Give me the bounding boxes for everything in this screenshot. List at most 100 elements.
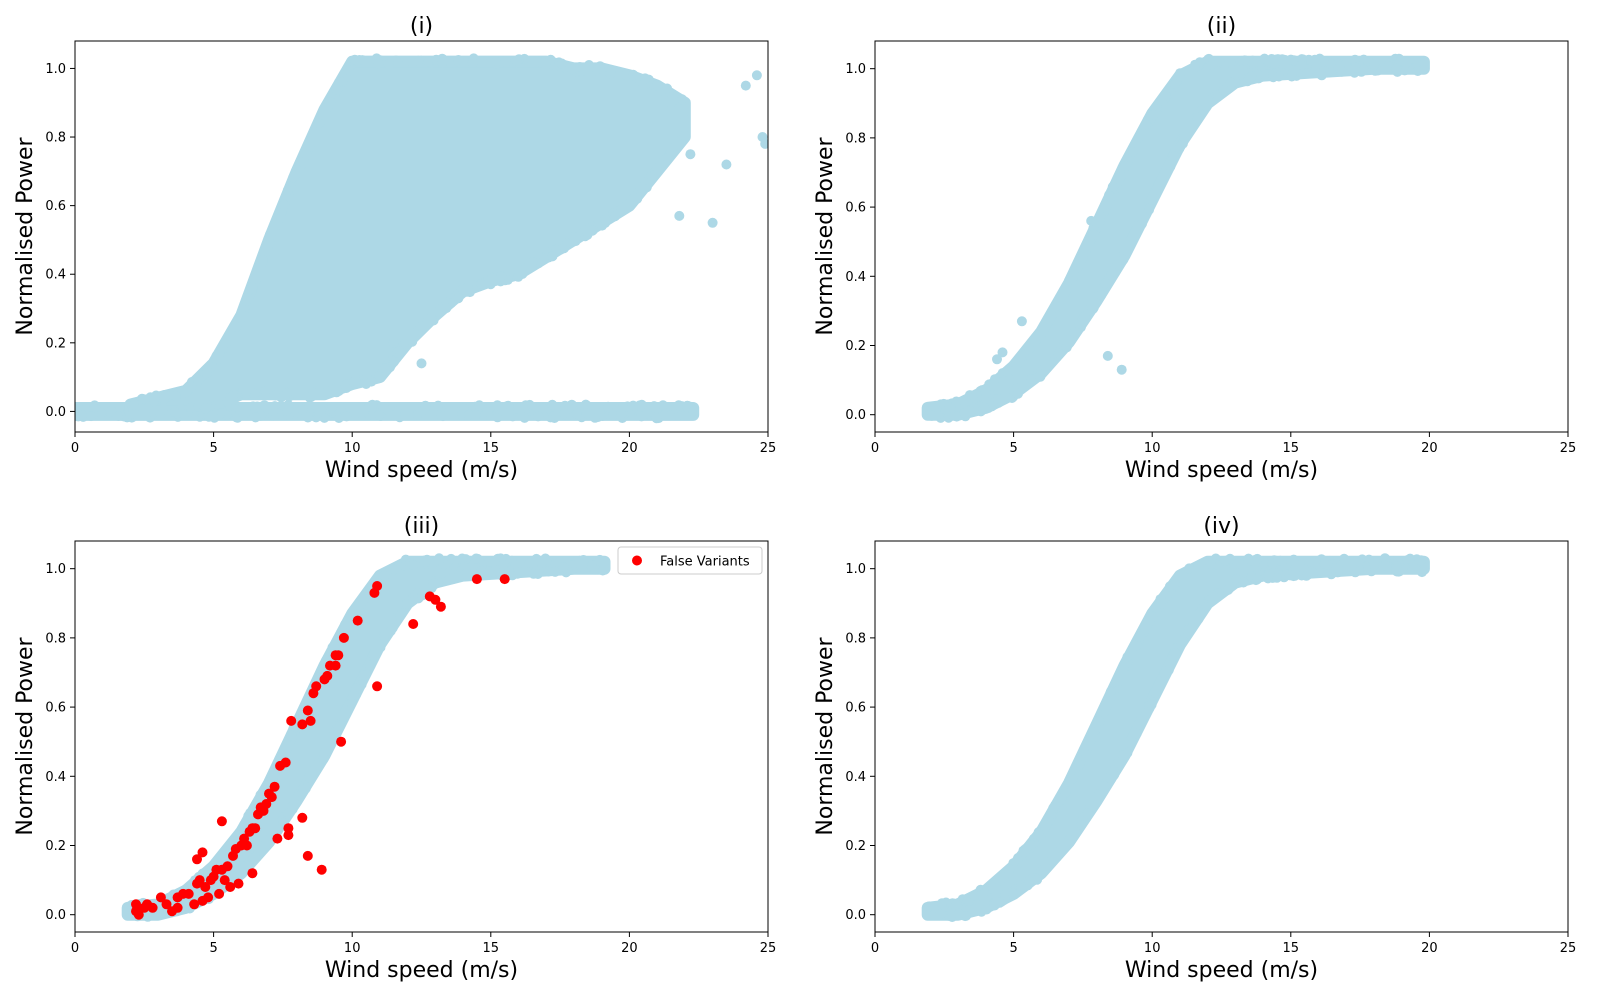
data-point — [149, 396, 159, 407]
data-point — [721, 159, 732, 170]
data-point — [225, 882, 236, 892]
data-point — [537, 403, 548, 414]
data-point — [476, 279, 487, 290]
data-point — [1104, 190, 1114, 201]
scatter-panel-ii: (ii) 0 5 10 15 20 25 0.0 0.2 0.4 0.6 0.8 1.0 Wind spe… — [813, 14, 1576, 483]
data-point — [1148, 109, 1159, 120]
data-point — [653, 165, 664, 176]
data-point — [268, 406, 279, 416]
data-point — [1032, 874, 1043, 885]
data-point — [245, 808, 255, 819]
x-tick-label: 0 — [871, 941, 879, 956]
data-point — [616, 409, 627, 420]
data-point — [350, 605, 361, 616]
x-tick-label: 25 — [760, 441, 777, 456]
data-point — [981, 388, 992, 399]
data-point — [1252, 574, 1263, 585]
data-point — [467, 57, 478, 68]
data-point — [272, 833, 283, 844]
data-point — [416, 358, 427, 369]
data-point — [1252, 553, 1263, 564]
data-point — [1339, 553, 1350, 564]
data-point — [253, 845, 264, 856]
data-point — [286, 715, 297, 726]
data-point — [305, 715, 316, 726]
data-point — [499, 574, 510, 585]
data-point — [283, 830, 294, 841]
data-point — [652, 80, 662, 91]
data-point — [192, 374, 203, 385]
data-point — [1288, 554, 1299, 565]
data-point — [324, 96, 335, 107]
data-point — [282, 387, 293, 398]
data-point — [1024, 344, 1035, 355]
data-point — [1418, 63, 1429, 74]
y-tick-label: 0.2 — [45, 336, 66, 351]
data-point — [417, 590, 427, 601]
x-tick-label: 15 — [483, 941, 500, 956]
data-point — [1190, 59, 1201, 70]
x-tick-label: 5 — [1009, 941, 1017, 956]
y-tick-label: 0.0 — [845, 408, 866, 423]
y-tick-label: 0.8 — [845, 631, 866, 646]
data-point — [1088, 229, 1099, 240]
data-point — [603, 401, 614, 412]
data-point — [1205, 559, 1216, 570]
data-point — [1135, 716, 1146, 727]
y-axis-label: Normalised Power — [813, 136, 838, 335]
data-point — [257, 254, 268, 265]
data-point — [358, 406, 369, 417]
data-point — [1105, 687, 1116, 698]
plot-area — [75, 53, 768, 424]
data-point — [1095, 210, 1106, 221]
x-tick-label: 15 — [1283, 941, 1300, 956]
data-point — [543, 566, 554, 577]
data-point — [581, 408, 592, 419]
x-tick-label: 15 — [1283, 441, 1300, 456]
data-point — [519, 412, 530, 423]
data-point — [1007, 888, 1018, 899]
data-point — [707, 217, 718, 228]
data-point — [1316, 69, 1326, 80]
data-point — [354, 55, 365, 65]
data-point — [751, 70, 762, 81]
data-point — [500, 56, 511, 67]
data-point — [331, 642, 342, 652]
data-point — [673, 400, 684, 411]
data-point — [453, 55, 464, 65]
data-point — [367, 399, 378, 410]
data-point — [574, 62, 585, 72]
data-point — [186, 402, 197, 413]
x-tick-label: 20 — [1421, 941, 1438, 956]
data-point — [127, 408, 138, 419]
data-point — [333, 413, 344, 423]
data-point — [297, 812, 308, 823]
data-point — [665, 410, 676, 421]
y-tick-label: 0.4 — [45, 268, 66, 283]
data-point — [322, 670, 333, 681]
data-point — [408, 560, 419, 570]
data-point — [331, 383, 342, 394]
series-false-variants — [131, 574, 510, 920]
data-point — [582, 228, 593, 239]
data-point — [365, 660, 376, 671]
data-point — [1302, 68, 1313, 79]
data-point — [194, 875, 205, 886]
data-point — [435, 601, 446, 612]
data-point — [228, 871, 239, 882]
data-point — [461, 286, 472, 297]
data-point — [977, 889, 988, 900]
axes-frame — [874, 540, 1569, 933]
data-point — [1308, 557, 1318, 568]
data-point — [318, 753, 329, 764]
data-point — [951, 899, 962, 910]
data-point — [250, 823, 261, 834]
data-region — [921, 555, 1430, 921]
x-axis-label: Wind speed (m/s) — [325, 458, 518, 483]
data-point — [636, 182, 647, 193]
data-point — [176, 408, 187, 418]
data-point — [1140, 622, 1151, 633]
data-point — [1159, 668, 1170, 679]
y-tick-label: 0.0 — [45, 405, 66, 420]
data-point — [1418, 563, 1429, 574]
